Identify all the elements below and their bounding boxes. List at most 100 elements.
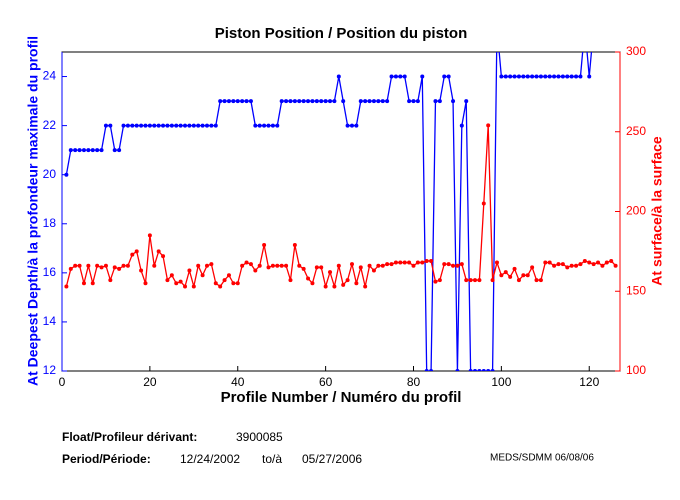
data-point	[587, 260, 592, 265]
data-point	[376, 263, 381, 268]
data-point	[521, 273, 526, 278]
data-point	[600, 25, 604, 29]
data-point	[420, 260, 425, 265]
data-point	[196, 263, 201, 268]
data-point	[262, 123, 267, 128]
data-point	[270, 123, 275, 128]
annotation: 3900085	[236, 430, 283, 444]
chart-title: Piston Position / Position du piston	[215, 25, 468, 42]
data-point	[560, 74, 565, 79]
data-point	[512, 266, 517, 271]
data-point	[279, 263, 284, 268]
data-point	[437, 99, 442, 104]
data-point	[569, 74, 574, 79]
data-point	[125, 263, 130, 268]
data-point	[196, 123, 201, 128]
data-point	[248, 262, 253, 267]
data-point	[556, 74, 561, 79]
data-point	[319, 99, 324, 104]
data-point	[433, 99, 438, 104]
data-point	[415, 260, 420, 265]
x-tick-label: 80	[407, 375, 421, 389]
data-point	[442, 74, 447, 79]
data-point	[95, 148, 100, 153]
data-point	[226, 99, 231, 104]
y2-tick-label: 100	[626, 363, 646, 377]
data-point	[262, 242, 267, 247]
data-point	[464, 99, 469, 104]
data-point	[253, 123, 258, 128]
data-point	[398, 74, 403, 79]
data-point	[332, 99, 337, 104]
data-point	[319, 265, 324, 270]
data-point	[473, 369, 478, 371]
data-point	[213, 123, 218, 128]
data-point	[583, 25, 587, 29]
data-point	[380, 99, 385, 104]
data-point	[178, 279, 183, 284]
data-point	[552, 263, 557, 268]
data-point	[147, 233, 152, 238]
data-point	[398, 260, 403, 265]
data-point	[165, 278, 170, 283]
data-point	[508, 274, 513, 279]
data-point	[297, 99, 302, 104]
data-point	[468, 278, 473, 283]
data-point	[574, 74, 579, 79]
y2-tick-label: 200	[626, 204, 646, 218]
data-point	[187, 268, 192, 273]
data-point	[363, 99, 368, 104]
data-point	[349, 123, 354, 128]
data-point	[161, 123, 166, 128]
data-point	[385, 262, 390, 267]
data-point	[130, 123, 135, 128]
plot-frame	[61, 51, 621, 372]
annotation: to/à	[262, 452, 282, 466]
y-tick-label: 18	[43, 216, 57, 230]
data-point	[222, 278, 227, 283]
data-point	[323, 99, 328, 104]
data-point	[314, 99, 319, 104]
data-point	[512, 74, 517, 79]
y-tick-label: 22	[43, 118, 57, 132]
data-point	[275, 263, 280, 268]
data-point	[235, 99, 240, 104]
data-point	[328, 99, 333, 104]
data-point	[266, 123, 271, 128]
data-point	[169, 273, 174, 278]
data-point	[310, 99, 315, 104]
data-point	[538, 278, 543, 283]
data-point	[134, 123, 139, 128]
data-point	[547, 260, 552, 265]
data-point	[77, 263, 82, 268]
data-point	[301, 99, 306, 104]
data-point	[332, 284, 337, 289]
data-point	[165, 123, 170, 128]
data-point	[574, 263, 579, 268]
data-point	[605, 25, 609, 29]
data-point	[68, 148, 73, 153]
data-point	[354, 123, 359, 128]
x-axis-label: Profile Number / Numéro du profil	[221, 389, 462, 406]
data-point	[183, 123, 188, 128]
data-point	[521, 74, 526, 79]
data-point	[103, 123, 108, 128]
data-point	[112, 265, 117, 270]
data-point	[152, 123, 157, 128]
data-point	[459, 123, 464, 128]
data-point	[297, 263, 302, 268]
data-point	[156, 249, 161, 254]
data-point	[336, 263, 341, 268]
data-point	[341, 99, 346, 104]
data-point	[270, 263, 275, 268]
data-point	[244, 260, 249, 265]
data-point	[187, 123, 192, 128]
data-point	[530, 74, 535, 79]
data-point	[288, 278, 293, 283]
data-point	[336, 74, 341, 79]
data-point	[143, 281, 148, 286]
data-point	[117, 148, 122, 153]
data-point	[407, 99, 412, 104]
data-point	[393, 260, 398, 265]
data-point	[587, 74, 592, 79]
